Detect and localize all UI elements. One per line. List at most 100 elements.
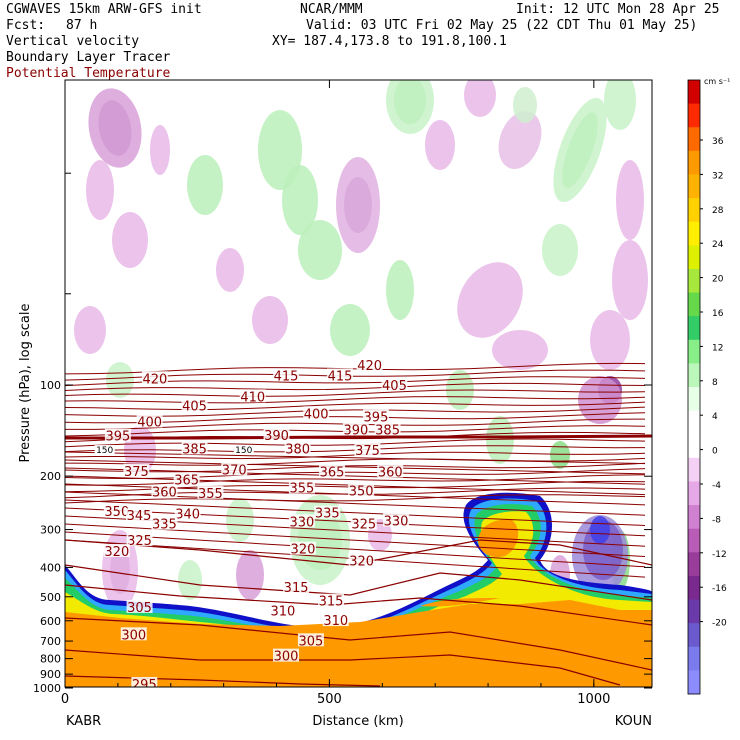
velocity-region <box>86 160 114 220</box>
colorbar-label: 36 <box>712 137 724 147</box>
velocity-region <box>252 296 288 344</box>
velocity-region <box>282 165 318 235</box>
colorbar-swatch <box>688 198 700 223</box>
theta-label-bg <box>151 516 178 530</box>
theta-label-bg <box>103 504 130 518</box>
colorbar-swatch <box>688 481 700 506</box>
colorbar-swatch <box>688 434 700 459</box>
y-tick-label: 900 <box>40 668 61 681</box>
theta-label: 320 <box>104 545 129 560</box>
theta-contour <box>65 474 646 486</box>
x-axis-label: Distance (km) <box>312 714 403 729</box>
velocity-region <box>216 248 244 292</box>
theta-label-bg <box>283 580 310 594</box>
theta-label-bg <box>173 472 200 486</box>
colorbar-label: -16 <box>712 584 727 594</box>
theta-contour <box>65 434 652 440</box>
theta-label: 370 <box>222 463 247 478</box>
y-tick-label: 700 <box>40 635 61 648</box>
velocity-region <box>553 97 607 203</box>
theta-label: 400 <box>304 407 329 422</box>
theta-label: 400 <box>137 416 162 431</box>
theta-label: 410 <box>240 390 265 405</box>
colorbar-swatch <box>688 363 700 388</box>
theta-label-bg <box>354 443 381 457</box>
theta-label: 335 <box>315 507 340 522</box>
theta-label: 390 <box>264 429 289 444</box>
fcst-label: Fcst: <box>6 18 46 33</box>
theta-label-bg <box>120 627 147 641</box>
theta-label: 325 <box>127 534 152 549</box>
theta-label-bg <box>342 422 369 436</box>
theta-label: 365 <box>320 466 345 481</box>
velocity-region <box>386 260 414 320</box>
theta-label-bg <box>303 406 330 420</box>
colorbar-frame <box>687 79 701 695</box>
theta-contour <box>65 457 646 466</box>
theta-label: 310 <box>323 614 348 629</box>
theta-label: 395 <box>364 410 389 425</box>
theta-label: 415 <box>328 369 353 384</box>
colorbar-swatch <box>688 387 700 412</box>
theta-label: 420 <box>142 372 167 387</box>
velocity-region <box>386 80 434 134</box>
colorbar-swatch <box>688 575 700 601</box>
velocity-region <box>178 560 202 600</box>
theta-label: 345 <box>127 509 152 524</box>
colorbar-label: 16 <box>712 309 724 319</box>
velocity-region <box>578 376 622 424</box>
tracer-label: 150 <box>235 446 252 456</box>
theta-label: 375 <box>124 465 149 480</box>
theta-label: 335 <box>152 518 177 533</box>
theta-label-bg <box>348 553 375 567</box>
theta-label: 330 <box>290 515 315 530</box>
colorbar-swatch <box>688 646 700 671</box>
theta-label: 350 <box>104 505 129 520</box>
theta-label-bg <box>174 506 201 520</box>
theta-label-bg <box>289 541 316 555</box>
tracer-label-bg <box>94 445 115 455</box>
colorbar-swatch <box>688 268 700 294</box>
velocity-region <box>298 220 342 280</box>
velocity-region <box>330 304 370 356</box>
tracer-core <box>65 600 652 687</box>
theta-label-bg <box>381 378 408 391</box>
y-tick-label: 100 <box>40 379 61 392</box>
velocity-region <box>226 498 254 542</box>
theta-label-bg <box>383 513 410 527</box>
theta-label-bg <box>377 464 404 478</box>
valid-time: Valid: 03 UTC Fri 02 May 25 (22 CDT Thu … <box>306 18 698 33</box>
y-tick-label: 1000 <box>33 682 61 695</box>
theta-label: 340 <box>175 508 200 523</box>
y-tick-label: 500 <box>40 591 61 604</box>
velocity-region <box>88 88 142 168</box>
field-boundary-layer-tracer: Boundary Layer Tracer <box>6 50 171 65</box>
theta-label: 390 <box>343 423 368 438</box>
theta-label: 380 <box>285 442 310 457</box>
colorbar-label: 8 <box>712 378 718 388</box>
x-tick-label: 500 <box>317 692 342 707</box>
velocity-region <box>590 310 630 370</box>
colorbar-label: 4 <box>712 412 718 422</box>
colorbar-swatch <box>688 316 700 341</box>
tracer-label-bg <box>233 445 254 455</box>
model-title: CGWAVES 15km ARW-GFS init <box>6 2 202 17</box>
theta-contour <box>65 451 646 465</box>
colorbar-label: 32 <box>712 171 723 181</box>
colorbar-swatch <box>688 670 700 695</box>
field-vertical-velocity: Vertical velocity <box>6 34 140 49</box>
theta-label-bg <box>269 603 296 617</box>
theta-label-bg <box>314 505 341 519</box>
colorbar-swatch <box>688 245 700 270</box>
velocity-region <box>550 441 570 469</box>
velocity-region <box>498 110 542 170</box>
theta-label-bg <box>126 508 153 522</box>
theta-label: 350 <box>349 485 374 500</box>
theta-contour <box>65 617 652 671</box>
theta-label: 385 <box>375 423 400 438</box>
theta-label: 360 <box>152 486 177 501</box>
theta-label-bg <box>273 648 300 662</box>
theta-label: 395 <box>105 430 130 445</box>
theta-contour <box>65 531 646 568</box>
